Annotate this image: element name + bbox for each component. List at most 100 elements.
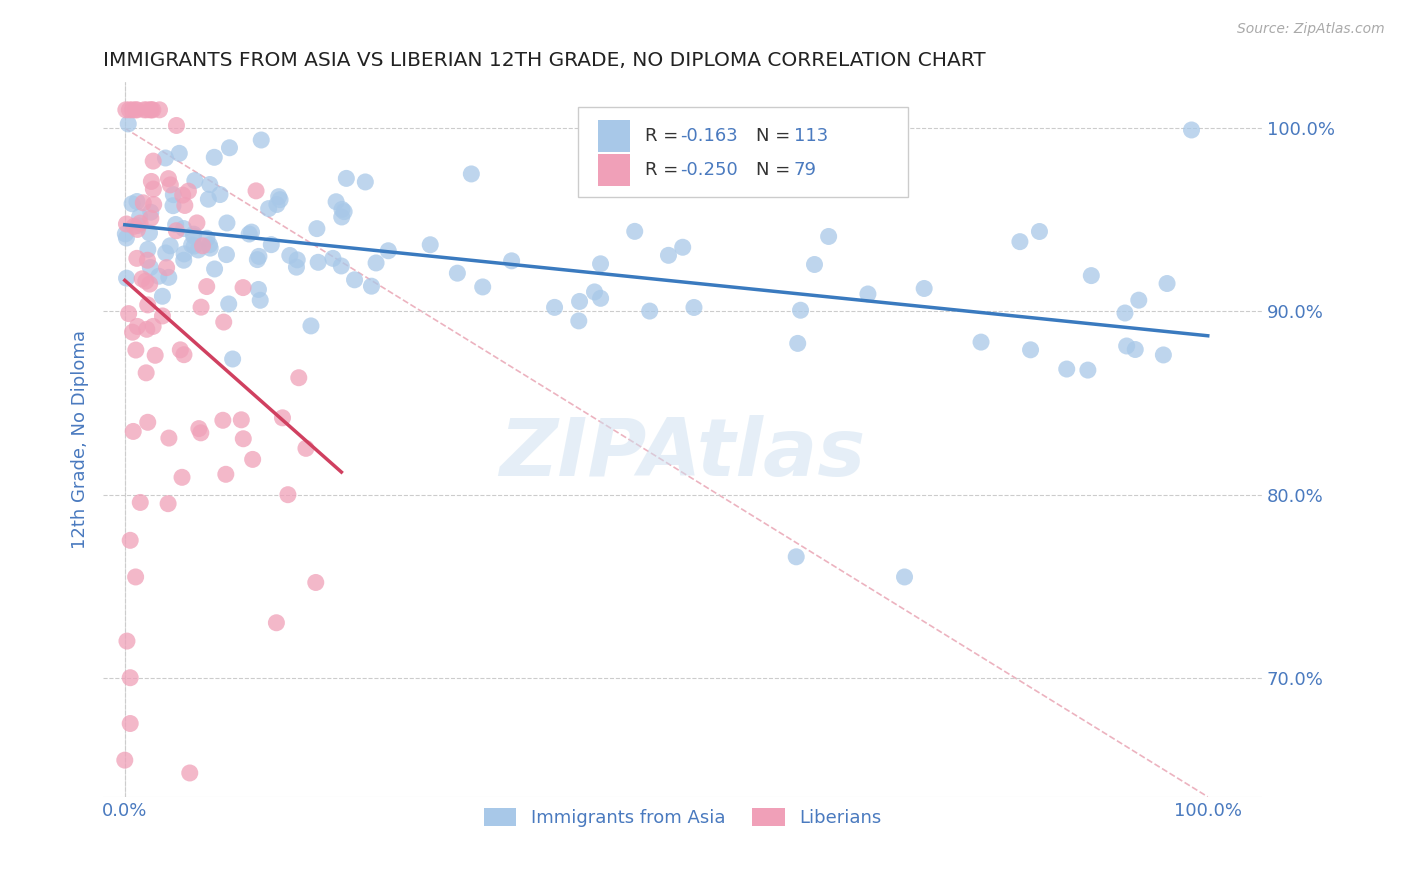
Point [266, 197, 288, 211]
Point [970, 335, 993, 350]
Point [157, 270, 180, 285]
Point [1008, 235, 1031, 249]
Point [183, 239, 205, 253]
Point [115, 217, 138, 231]
Point [198, 178, 221, 192]
Point [166, 119, 188, 133]
Point [215, 467, 238, 482]
Point [159, 239, 181, 253]
Point [260, 237, 283, 252]
Point [257, 202, 280, 216]
Point [121, 325, 143, 339]
Point [285, 252, 308, 267]
Point [343, 273, 366, 287]
Point [142, 182, 165, 196]
Point [232, 280, 254, 294]
Point [285, 260, 308, 275]
Point [247, 249, 270, 263]
Text: 79: 79 [794, 161, 817, 179]
Point [139, 260, 162, 275]
Point [325, 194, 347, 209]
Point [155, 246, 177, 260]
Point [460, 167, 482, 181]
Point [132, 195, 155, 210]
Point [120, 533, 142, 548]
Point [169, 146, 191, 161]
Point [169, 343, 191, 357]
Point [419, 237, 441, 252]
Point [231, 413, 253, 427]
Point [250, 133, 273, 147]
Point [501, 253, 523, 268]
Point [162, 187, 184, 202]
Point [267, 189, 290, 203]
Point [198, 237, 221, 252]
Point [583, 285, 606, 299]
Point [623, 224, 645, 238]
Point [212, 315, 235, 329]
Text: R =: R = [645, 161, 685, 179]
Point [136, 415, 159, 429]
Text: R =: R = [645, 128, 685, 145]
Point [127, 222, 149, 236]
Point [127, 319, 149, 334]
Point [246, 252, 269, 267]
Point [180, 238, 202, 252]
Point [335, 171, 357, 186]
Point [155, 151, 177, 165]
Point [157, 431, 180, 445]
Point [589, 257, 612, 271]
Point [165, 224, 187, 238]
Text: 113: 113 [794, 128, 828, 145]
Point [242, 452, 264, 467]
Point [657, 248, 679, 262]
Point [125, 103, 148, 117]
Point [120, 671, 142, 685]
Point [333, 204, 356, 219]
Point [135, 322, 157, 336]
Point [142, 197, 165, 211]
Point [683, 301, 706, 315]
Point [114, 103, 136, 117]
Point [1123, 343, 1146, 357]
Text: ZIPAtlas: ZIPAtlas [499, 415, 866, 493]
Point [122, 425, 145, 439]
Point [142, 319, 165, 334]
Point [269, 193, 291, 207]
Point [157, 171, 180, 186]
Point [114, 753, 136, 767]
Point [143, 348, 166, 362]
Point [187, 243, 209, 257]
Point [122, 219, 145, 234]
Text: IMMIGRANTS FROM ASIA VS LIBERIAN 12TH GRADE, NO DIPLOMA CORRELATION CHART: IMMIGRANTS FROM ASIA VS LIBERIAN 12TH GR… [103, 51, 986, 70]
Point [277, 488, 299, 502]
Point [190, 425, 212, 440]
Point [120, 716, 142, 731]
Point [131, 272, 153, 286]
Point [856, 287, 879, 301]
Point [212, 413, 235, 427]
Point [1180, 123, 1202, 137]
Point [307, 255, 329, 269]
Point [197, 192, 219, 206]
Point [117, 307, 139, 321]
Point [129, 495, 152, 509]
Point [172, 188, 194, 202]
Point [221, 351, 243, 366]
Point [215, 216, 238, 230]
Point [173, 253, 195, 268]
Point [1156, 277, 1178, 291]
Point [173, 247, 195, 261]
Point [139, 103, 162, 117]
Y-axis label: 12th Grade, No Diploma: 12th Grade, No Diploma [72, 330, 89, 549]
Point [173, 198, 195, 212]
Point [354, 175, 377, 189]
Point [446, 266, 468, 280]
Point [202, 150, 225, 164]
Point [124, 103, 146, 117]
Point [121, 196, 143, 211]
FancyBboxPatch shape [598, 120, 630, 153]
Legend: Immigrants from Asia, Liberians: Immigrants from Asia, Liberians [477, 800, 889, 834]
Point [184, 173, 207, 187]
Point [157, 497, 180, 511]
